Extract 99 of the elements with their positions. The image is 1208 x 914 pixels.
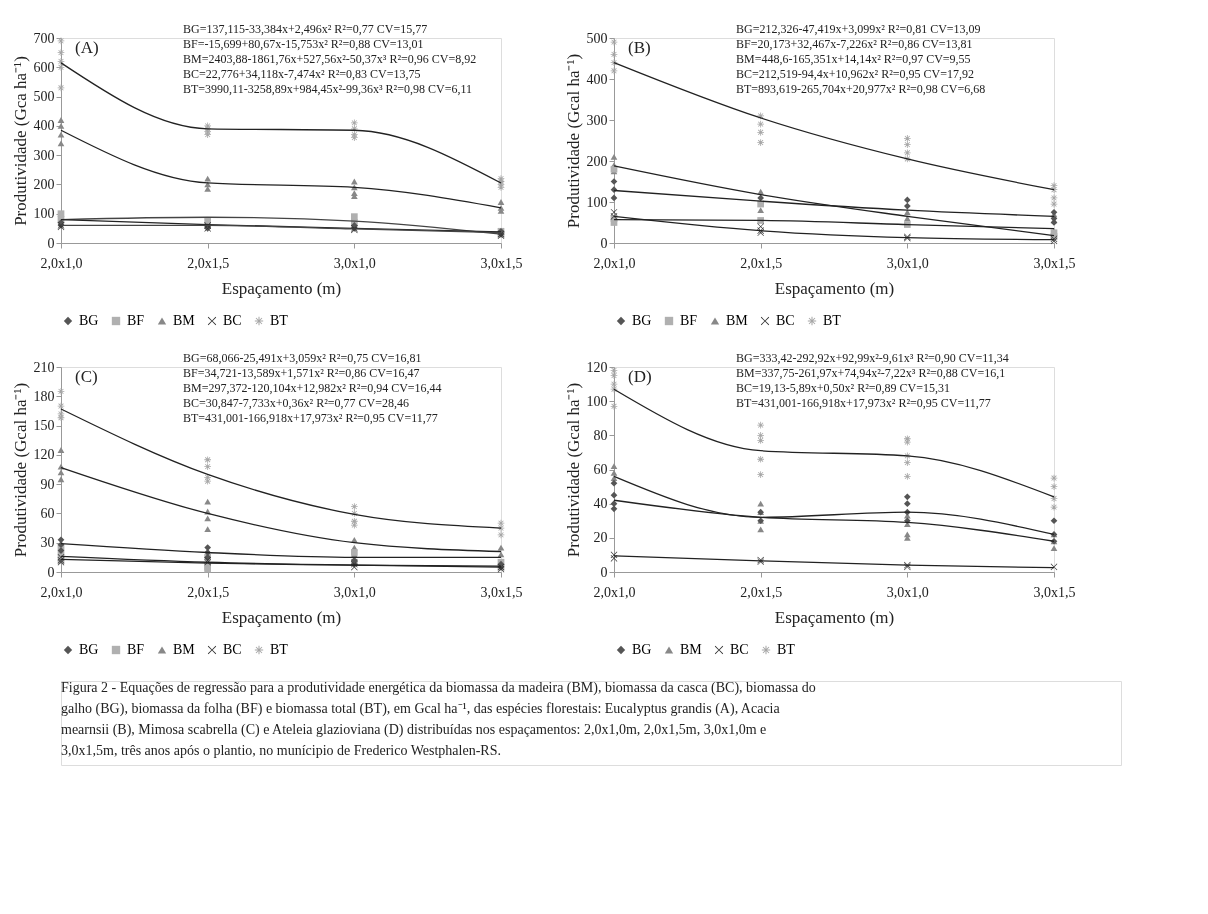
y-tick-label: 400 — [586, 71, 608, 87]
y-tick-label: 40 — [593, 496, 608, 512]
y-tick-label: 400 — [33, 118, 55, 134]
y-tick-label: 300 — [33, 147, 55, 163]
y-tick-label: 30 — [40, 535, 55, 551]
annotation: BM=448,6-165,351x+14,14x² R²=0,97 CV=9,55 — [736, 52, 971, 66]
legend-label: BC — [223, 313, 242, 328]
legend-label: BT — [823, 313, 842, 328]
y-tick-label: 0 — [600, 235, 608, 251]
x-tick-label: 3,0x1,5 — [1033, 584, 1076, 600]
y-tick-label: 0 — [47, 564, 55, 580]
annotation: BF=-15,699+80,67x-15,753x² R²=0,88 CV=13,01 — [183, 37, 424, 51]
legend-label: BF — [127, 313, 145, 328]
annotation: BT=893,619-265,704x+20,977x² R²=0,98 CV=6,68 — [736, 82, 986, 96]
y-axis-title: Produtividade (Gcal ha⁻¹) — [10, 382, 30, 558]
text: 3,0x1,5m, três anos após o plantio, no munícipio de Frederico Westphalen-RS. — [61, 743, 501, 758]
legend-label: BM — [680, 642, 703, 657]
annotation: BT=431,001-166,918x+17,973x² R²=0,95 CV=11,77 — [183, 411, 438, 425]
y-axis-title: Produtividade (Gcal ha⁻¹) — [563, 53, 583, 229]
annotation: BM=337,75-261,97x+74,94x²-7,22x³ R²=0,88 CV=16,1 — [736, 366, 1006, 380]
y-tick-label: 500 — [33, 89, 55, 105]
x-tick-label: 2,0x1,5 — [187, 255, 230, 271]
x-tick-label: 2,0x1,5 — [740, 584, 783, 600]
text: galho (BG), biomassa da folha (BF) e biomassa total (BT), em Gcal ha⁻¹, das espécies florestais: Eucalyptus grandis (A), Acacia — [61, 701, 781, 717]
annotation: BF=34,721-13,589x+1,571x² R²=0,86 CV=16,47 — [183, 366, 420, 380]
annotation: BF=20,173+32,467x-7,226x² R²=0,86 CV=13,81 — [736, 37, 973, 51]
annotation: BC=212,519-94,4x+10,962x² R²=0,95 CV=17,92 — [736, 67, 974, 81]
y-tick-label: 90 — [40, 476, 55, 492]
y-tick-label: 200 — [33, 176, 55, 192]
annotation: BM=297,372-120,104x+12,982x² R²=0,94 CV=16,44 — [183, 381, 442, 395]
y-tick-label: 20 — [593, 530, 608, 546]
legend-label: BT — [270, 642, 289, 657]
x-tick-label: 3,0x1,5 — [1033, 255, 1076, 271]
legend-label: BG — [632, 642, 652, 657]
legend-label: BG — [632, 313, 652, 328]
x-axis-title: Espaçamento (m) — [221, 607, 342, 627]
legend-label: BG — [79, 313, 99, 328]
y-tick-label: 100 — [33, 206, 55, 222]
y-tick-label: 80 — [593, 427, 608, 443]
legend-label: BC — [730, 642, 749, 657]
y-tick-label: 600 — [33, 59, 55, 75]
text: BG=137,115-33,384x+2,496x² R²=0,77 CV=15,77 — [183, 22, 428, 36]
annotation: (A) — [75, 38, 99, 57]
y-tick-label: 180 — [33, 388, 55, 404]
annotation: BC=19,13-5,89x+0,50x² R²=0,89 CV=15,31 — [736, 381, 950, 395]
annotation: (B) — [628, 38, 651, 57]
y-tick-label: 120 — [33, 447, 55, 463]
y-tick-label: 60 — [40, 505, 55, 521]
annotation: BM=2403,88-1861,76x+527,56x²-50,37x³ R²=0,96 CV=8,92 — [183, 52, 477, 66]
y-tick-label: 100 — [586, 194, 608, 210]
legend-label: BF — [127, 642, 145, 657]
y-axis-title: Produtividade (Gca ha⁻¹) — [10, 56, 30, 226]
y-tick-label: 100 — [586, 393, 608, 409]
y-tick-label: 200 — [586, 153, 608, 169]
x-tick-label: 3,0x1,5 — [480, 255, 523, 271]
y-tick-label: 210 — [33, 359, 55, 375]
y-tick-label: 60 — [593, 462, 608, 477]
legend-label: BT — [270, 313, 289, 328]
x-tick-label: 3,0x1,0 — [886, 584, 929, 600]
x-tick-label: 2,0x1,0 — [40, 255, 83, 271]
x-tick-label: 3,0x1,5 — [480, 584, 523, 600]
x-tick-label: 3,0x1,0 — [886, 255, 929, 271]
legend-label: BC — [776, 313, 795, 328]
annotation: BC=30,847-7,733x+0,36x² R²=0,77 CV=28,46 — [183, 396, 409, 410]
legend-label: BG — [79, 642, 99, 657]
y-tick-label: 700 — [33, 30, 55, 46]
y-tick-label: 150 — [33, 418, 55, 434]
text: BG=333,42-292,92x+92,99x²-9,61x³ R²=0,90 CV=11,34 — [736, 351, 1009, 365]
x-tick-label: 3,0x1,0 — [333, 584, 376, 600]
legend-label: BT — [777, 642, 796, 657]
x-tick-label: 2,0x1,0 — [593, 584, 636, 600]
text: BG=212,326-47,419x+3,099x² R²=0,81 CV=13,09 — [736, 22, 981, 36]
x-axis-title: Espaçamento (m) — [221, 278, 342, 298]
legend-label: BM — [173, 642, 196, 657]
x-tick-label: 2,0x1,0 — [40, 584, 83, 600]
x-tick-label: 3,0x1,0 — [333, 255, 376, 271]
y-tick-label: 0 — [600, 564, 608, 580]
annotation: (D) — [628, 367, 652, 386]
x-tick-label: 2,0x1,0 — [593, 255, 636, 271]
y-tick-label: 500 — [586, 30, 608, 46]
legend-label: BF — [680, 313, 698, 328]
annotation: (C) — [75, 367, 98, 386]
annotation: BT=3990,11-3258,89x+984,45x²-99,36x³ R²=0,98 CV=6,11 — [183, 82, 472, 96]
y-axis-title: Produtividade (Gcal ha⁻¹) — [563, 382, 583, 558]
x-axis-title: Espaçamento (m) — [774, 278, 895, 298]
annotation: BC=22,776+34,118x-7,474x² R²=0,83 CV=13,75 — [183, 67, 421, 81]
text: BG=68,066-25,491x+3,059x² R²=0,75 CV=16,81 — [183, 351, 422, 365]
y-tick-label: 120 — [586, 359, 608, 375]
legend-label: BM — [726, 313, 749, 328]
legend-label: BM — [173, 313, 196, 328]
text: mearnsii (B), Mimosa scabrella (C) e Ateleia glazioviana (D) distribuídas nos espaçamentos: 2,0x1,0m, 2,0x1,5m, 3,0x1,0m e — [61, 722, 767, 738]
y-tick-label: 300 — [586, 112, 608, 128]
x-axis-title: Espaçamento (m) — [774, 607, 895, 627]
annotation: BT=431,001-166,918x+17,973x² R²=0,95 CV=11,77 — [736, 396, 991, 410]
x-tick-label: 2,0x1,5 — [740, 255, 783, 271]
legend-label: BC — [223, 642, 242, 657]
text: Figura 2 - Equações de regressão para a produtividade energética da biomassa da madeira (BM), biomassa da casca (BC), biomassa do — [61, 680, 816, 696]
y-tick-label: 0 — [47, 235, 55, 251]
x-tick-label: 2,0x1,5 — [187, 584, 230, 600]
